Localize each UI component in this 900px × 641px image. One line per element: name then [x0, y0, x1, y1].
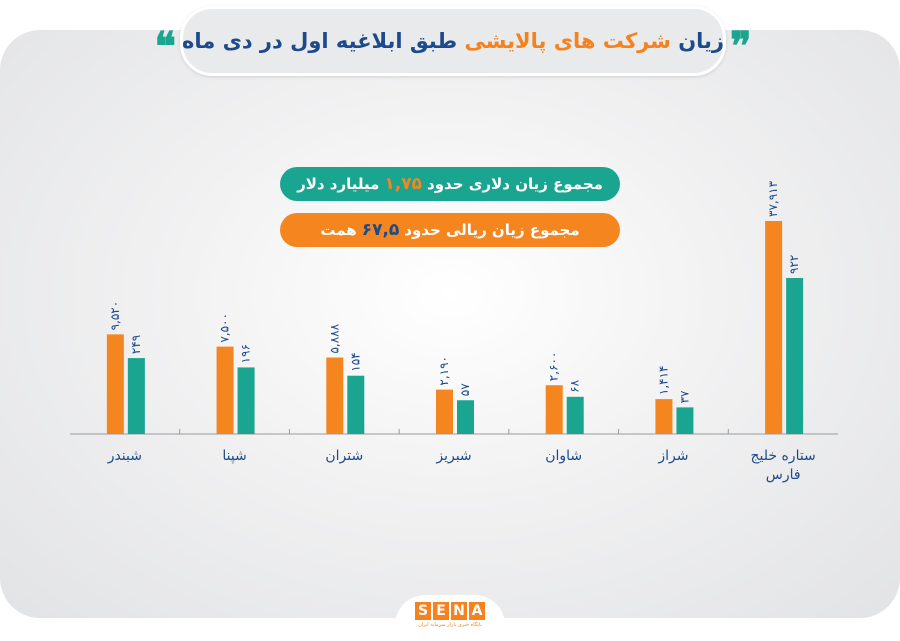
quote-open-icon: ❞ [729, 23, 752, 70]
data-label: ۵۷ [458, 383, 472, 396]
dollar-loss-bar [237, 367, 255, 434]
data-label: ۳۷ [677, 390, 691, 403]
category-label: شپنا [222, 448, 247, 464]
category-label: شراز [658, 448, 689, 464]
logo-notch [395, 595, 505, 641]
data-label: ۹۲۲ [787, 255, 801, 274]
data-label: ۱۵۴ [348, 352, 362, 371]
category-label: شاوان [545, 448, 583, 464]
data-label: ۱,۴۱۴ [656, 365, 670, 395]
dollar-loss-bar [127, 358, 145, 434]
dollar-loss-bar [566, 396, 584, 434]
rial-loss-bar [326, 357, 344, 434]
rial-loss-bar [655, 399, 673, 434]
logo-letter: E [433, 602, 449, 620]
chart-panel [0, 30, 900, 618]
dollar-loss-bar [676, 407, 694, 434]
dollar-summary-value: ۱,۷۵ [384, 174, 423, 194]
rial-loss-bar [436, 389, 453, 434]
data-label: ۹,۵۲۰ [108, 301, 122, 331]
chart-title: زیان شرکت های پالایشی طبق ابلاغیه اول در… [182, 29, 724, 53]
data-label: ۳۷,۹۱۳ [766, 180, 780, 217]
title-part-3: طبق ابلاغیه اول در دی ماه [182, 29, 458, 53]
data-label: ۱۹۶ [239, 344, 253, 363]
data-label: ۵,۸۸۸ [327, 323, 341, 353]
dollar-summary-prefix: مجموع زیان دلاری حدود [427, 175, 603, 193]
category-label: شبریز [436, 448, 472, 464]
rial-loss-bar [545, 385, 563, 434]
dollar-summary-suffix: میلیارد دلار [297, 175, 380, 193]
dollar-loss-bar [457, 400, 474, 434]
logo-letter: N [451, 602, 467, 620]
category-label: شبندر [107, 448, 142, 464]
data-label: ۲,۱۹۰ [437, 356, 451, 386]
dollar-loss-summary: مجموع زیان دلاری حدود ۱,۷۵ میلیارد دلار [280, 167, 620, 201]
title-banner: ❞ زیان شرکت های پالایشی طبق ابلاغیه اول … [154, 6, 752, 76]
category-label: شتران [325, 448, 364, 464]
rial-summary-prefix: مجموع زیان ریالی حدود [404, 221, 580, 239]
rial-loss-summary: مجموع زیان ریالی حدود ۶۷,۵ همت [280, 213, 620, 247]
data-label: ۲,۶۰۰ [547, 352, 561, 382]
logo-subtitle: پایگاه خبری بازار سرمایه ایران [418, 622, 482, 628]
rial-summary-suffix: همت [320, 221, 357, 239]
data-label: ۷,۵۰۰ [218, 313, 232, 343]
dollar-loss-bar [786, 278, 804, 434]
rial-loss-bar [106, 334, 124, 434]
logo-letter: S [415, 602, 431, 620]
rial-summary-value: ۶۷,۵ [361, 220, 400, 240]
title-part-1: زیان [678, 29, 724, 53]
title-part-2: شرکت های پالایشی [464, 29, 671, 53]
logo-letter: A [469, 602, 485, 620]
rial-loss-bar [765, 221, 783, 434]
rial-loss-bar [216, 346, 234, 434]
data-label: ۶۸ [568, 379, 582, 392]
data-label: ۲۴۹ [129, 335, 143, 354]
quote-close-icon: ❝ [154, 23, 176, 70]
dollar-loss-bar [347, 375, 365, 434]
category-label: ستاره خلیج فارس [750, 448, 816, 483]
